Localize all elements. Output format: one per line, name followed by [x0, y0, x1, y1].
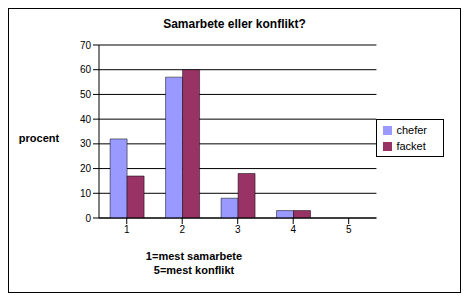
svg-text:0: 0	[85, 213, 91, 224]
svg-text:5: 5	[346, 224, 352, 235]
svg-text:2: 2	[179, 224, 185, 235]
svg-text:40: 40	[80, 114, 92, 125]
html-text:procent: procent	[18, 131, 60, 144]
svg-text:30: 30	[80, 138, 92, 149]
svg-text:20: 20	[80, 163, 92, 174]
svg-text:4: 4	[290, 224, 296, 235]
html-text:1=mest samarbete: 1=mest samarbete	[145, 250, 243, 262]
html-text:Samarbete eller konflikt?: Samarbete eller konflikt?	[163, 17, 306, 31]
svg-text:50: 50	[80, 89, 92, 100]
html-text:chefer: chefer	[396, 123, 427, 136]
svg-text:3: 3	[235, 224, 241, 235]
svg-text:60: 60	[80, 64, 92, 75]
svg-text:10: 10	[80, 188, 92, 199]
html-text:facket: facket	[396, 139, 426, 152]
html-text:5=mest konflikt: 5=mest konflikt	[153, 264, 235, 276]
svg-text:70: 70	[80, 40, 92, 51]
svg-text:1: 1	[124, 224, 130, 235]
